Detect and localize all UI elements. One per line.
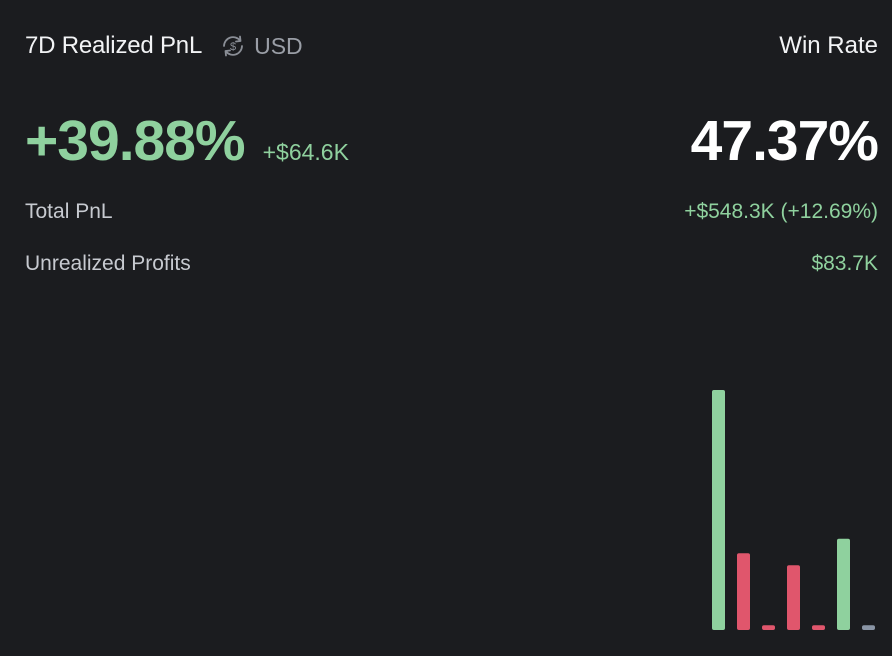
chart-bar [837, 538, 850, 630]
chart-bar [787, 565, 800, 630]
chart-bar [737, 553, 750, 630]
currency-toggle-button[interactable]: $ USD [220, 33, 303, 60]
currency-label[interactable]: USD [254, 32, 303, 59]
realized-pnl-percent: +39.88% [25, 109, 246, 173]
win-rate-label: Win Rate [779, 32, 878, 59]
header: 7D Realized PnL $ USD [25, 30, 303, 62]
chart-bar [862, 625, 875, 630]
total-pnl-value: +$548.3K (+12.69%) [684, 200, 878, 223]
total-pnl-label: Total PnL [25, 200, 113, 223]
chart-bar [762, 625, 775, 630]
realized-pnl-amount: +$64.6K [262, 139, 349, 165]
currency-swap-icon[interactable]: $ [220, 33, 246, 59]
chart-bar [712, 390, 725, 630]
unrealized-profits-label: Unrealized Profits [25, 252, 191, 275]
svg-text:$: $ [230, 41, 236, 53]
pnl-bar-chart [712, 390, 875, 630]
realized-pnl: +39.88% +$64.6K [25, 108, 349, 174]
unrealized-profits-value: $83.7K [811, 252, 878, 275]
chart-bar [812, 625, 825, 630]
win-rate-value: 47.37% [690, 109, 879, 173]
page-title: 7D Realized PnL [25, 32, 203, 59]
